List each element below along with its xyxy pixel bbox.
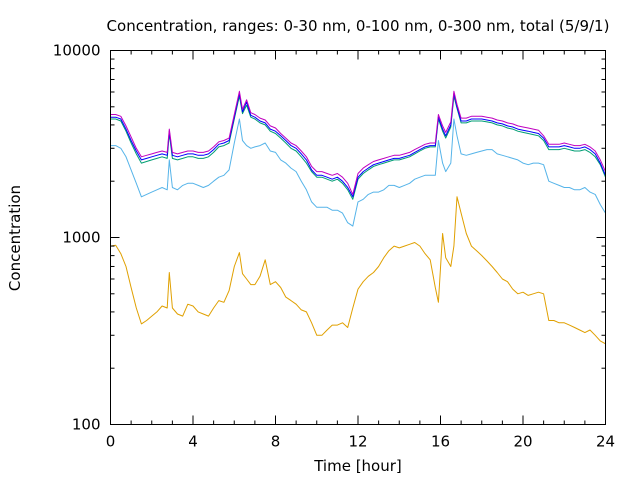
series-line-5 <box>110 90 606 195</box>
y-tick-label: 1000 <box>62 229 100 247</box>
series-layer <box>110 90 606 345</box>
x-tick-label: 8 <box>271 433 281 451</box>
x-tick-label: 12 <box>348 433 367 451</box>
x-axis-label: Time [hour] <box>313 457 402 475</box>
x-tick-label: 24 <box>596 433 615 451</box>
y-tick-label: 100 <box>72 416 101 434</box>
x-tick-label: 20 <box>513 433 532 451</box>
y-tick-label: 10000 <box>53 42 101 60</box>
x-tick-label: 4 <box>188 433 198 451</box>
x-tick-label: 0 <box>106 433 116 451</box>
x-tick-label: 16 <box>431 433 450 451</box>
chart-title: Concentration, ranges: 0-30 nm, 0-100 nm… <box>107 17 610 35</box>
series-line-3 <box>110 95 606 200</box>
series-line-2 <box>110 118 606 227</box>
y-axis-label: Concentration <box>6 185 24 291</box>
tick-layer: 0 4 8 12 16 20 24 100 1000 10000 <box>53 42 615 451</box>
plot-frame <box>110 50 606 425</box>
series-line-1 <box>110 196 606 345</box>
series-line-4 <box>110 92 606 198</box>
